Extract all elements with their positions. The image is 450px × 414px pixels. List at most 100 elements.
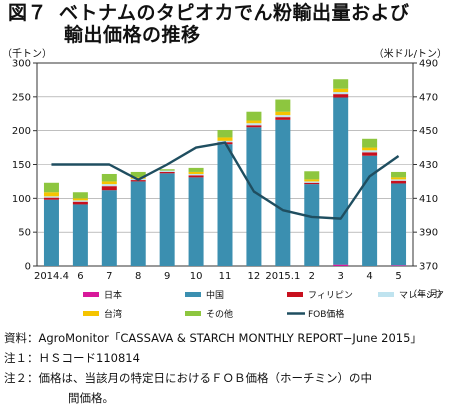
bar-segment: [188, 175, 204, 178]
legend-label: FOB価格: [308, 308, 344, 320]
bar-segment: [101, 190, 117, 266]
right-tick-label: 390: [419, 228, 438, 239]
legend-label: 台湾: [104, 308, 122, 320]
x-tick-label: 10: [190, 271, 203, 282]
x-tick-label: 5: [395, 271, 401, 282]
bar-segment: [246, 111, 262, 121]
bar-segment: [43, 182, 59, 193]
bar-segment: [217, 129, 233, 138]
x-tick-label: 2: [309, 271, 315, 282]
right-tick-label: 490: [419, 59, 438, 70]
bar-segment: [159, 173, 175, 266]
legend-swatch: [185, 311, 201, 316]
bar-segment: [101, 173, 117, 182]
x-axis-unit: （年.月）: [408, 288, 447, 300]
source-text: AgroMonitor「CASSAVA & STARCH MONTHLY REP…: [38, 331, 422, 345]
fob-price-line: [51, 141, 400, 220]
stacked-bar-line-chart: 0501001502002503003703904104304504704902…: [2, 47, 447, 320]
bar-segment: [246, 125, 262, 128]
note-1-text: ＨＳコード110814: [38, 351, 140, 365]
left-tick-label: 150: [12, 160, 31, 171]
bar-segment: [333, 264, 349, 266]
bar-segment: [101, 181, 117, 185]
bar-segment: [391, 179, 407, 181]
bar-segment: [333, 94, 349, 98]
bar-segment: [362, 152, 378, 156]
bar-segment: [391, 265, 407, 266]
note-1-label: 注１：: [4, 351, 39, 365]
legend-label: その他: [206, 308, 233, 320]
legend-swatch: [83, 311, 99, 316]
bar-segment: [72, 192, 88, 199]
left-tick-label: 50: [18, 228, 31, 239]
left-tick-label: 300: [12, 59, 31, 70]
x-tick-label: 11: [219, 271, 232, 282]
bar-segment: [43, 196, 59, 198]
bar-segment: [130, 171, 146, 178]
bar-segment: [159, 170, 175, 172]
bar-segment: [72, 201, 88, 205]
title-line-2: 輸出価格の推移: [64, 24, 201, 46]
legend-label: 日本: [104, 289, 122, 301]
source-label: 資料：: [4, 331, 39, 345]
bar-segment: [130, 177, 146, 179]
x-tick-label: 3: [338, 271, 344, 282]
legend-label: マレーシア: [399, 291, 444, 301]
x-tick-label: 2015.1: [265, 271, 300, 282]
x-tick-label: 7: [106, 271, 112, 282]
bar-segment: [188, 177, 204, 266]
bar-segment: [304, 179, 320, 182]
chart-title: 図７ ベトナムのタピオカでん粉輸出量および 輸出価格の推移: [8, 2, 409, 46]
x-tick-label: 2014.4: [34, 271, 69, 282]
notes: 資料：AgroMonitor「CASSAVA & STARCH MONTHLY …: [4, 328, 422, 408]
bar-segment: [43, 199, 59, 266]
right-axis-unit: （米ドル/トン）: [374, 47, 447, 60]
left-tick-label: 0: [25, 262, 31, 273]
bar-segment: [275, 111, 291, 116]
bar-segment: [246, 127, 262, 267]
right-tick-label: 470: [419, 92, 438, 103]
right-tick-label: 450: [419, 126, 438, 137]
bar-segment: [101, 186, 117, 191]
bar-segment: [159, 169, 175, 171]
figure-label: 図７: [8, 2, 48, 24]
right-tick-label: 410: [419, 194, 438, 205]
bar-segment: [304, 182, 320, 185]
bar-segment: [130, 181, 146, 266]
x-tick-label: 12: [248, 271, 261, 282]
bar-segment: [362, 150, 378, 153]
bar-segment: [43, 192, 59, 197]
bar-segment: [159, 171, 175, 174]
bar-segment: [188, 171, 204, 174]
bar-segment: [333, 79, 349, 89]
bar-segment: [72, 204, 88, 266]
bar-segment: [101, 184, 117, 187]
x-tick-label: 4: [366, 271, 372, 282]
source-note: 資料：AgroMonitor「CASSAVA & STARCH MONTHLY …: [4, 328, 422, 348]
bar-segment: [362, 147, 378, 151]
bar-segment: [391, 171, 407, 178]
bar-segment: [72, 200, 88, 202]
bar-segment: [275, 99, 291, 112]
left-tick-label: 100: [12, 194, 31, 205]
left-tick-label: 250: [12, 92, 31, 103]
bar-segment: [391, 180, 407, 184]
bar-segment: [217, 137, 233, 141]
bar-segment: [304, 184, 320, 266]
bar-segment: [246, 120, 262, 124]
legend-swatch: [378, 292, 394, 297]
bar-segment: [333, 92, 349, 95]
note-2: 注２：価格は、当該月の特定日におけるＦＯＢ価格（ホーチミン）の中: [4, 368, 422, 388]
bar-segment: [333, 88, 349, 93]
bar-segment: [246, 123, 262, 126]
bar-segment: [362, 138, 378, 148]
axes: 0501001502002503003703904104304504704902…: [12, 59, 447, 301]
bar-segment: [391, 177, 407, 180]
legend-swatch: [83, 292, 99, 297]
bars: [43, 79, 407, 267]
bar-segment: [275, 115, 291, 118]
left-axis-unit: （千トン）: [2, 48, 52, 60]
bar-segment: [275, 117, 291, 120]
x-tick-label: 9: [164, 271, 170, 282]
